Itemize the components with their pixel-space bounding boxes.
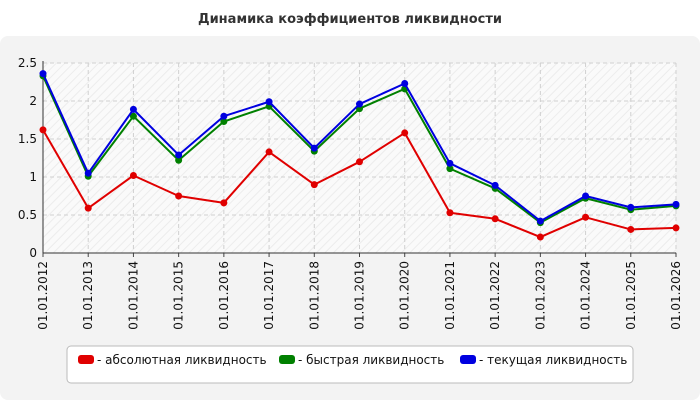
data-point: [627, 225, 635, 233]
data-point: [446, 159, 454, 167]
legend-swatch: [279, 355, 295, 364]
data-point: [175, 192, 183, 200]
x-tick-label: 01.01.2025: [624, 261, 638, 330]
data-point: [84, 169, 92, 177]
y-tick-label: 0.5: [18, 208, 37, 222]
data-point: [175, 151, 183, 159]
data-point: [220, 118, 228, 126]
data-point: [175, 156, 183, 164]
data-point: [356, 100, 363, 108]
y-tick-label: 0: [29, 246, 37, 260]
data-point: [265, 98, 273, 106]
legend-label: - быстрая ликвидность: [298, 353, 444, 367]
data-point: [39, 126, 47, 134]
legend-swatch: [78, 355, 94, 364]
data-point: [129, 112, 137, 120]
data-point: [446, 165, 454, 173]
x-tick-label: 01.01.2026: [669, 261, 683, 330]
x-tick-label: 01.01.2024: [579, 261, 593, 330]
x-tick-label: 01.01.2023: [533, 261, 547, 330]
x-tick-label: 01.01.2018: [307, 261, 321, 330]
x-tick-label: 01.01.2020: [398, 261, 412, 330]
x-tick-label: 01.01.2015: [172, 261, 186, 330]
x-tick-label: 01.01.2022: [488, 261, 502, 330]
data-point: [220, 112, 228, 120]
x-tick-label: 01.01.2021: [443, 261, 457, 330]
x-tick-label: 01.01.2014: [126, 261, 140, 330]
data-point: [401, 80, 409, 88]
x-tick-label: 01.01.2019: [353, 261, 367, 330]
data-point: [536, 233, 544, 241]
data-point: [582, 192, 590, 200]
data-point: [491, 215, 499, 223]
data-point: [356, 158, 363, 166]
data-point: [491, 181, 499, 189]
data-point: [446, 209, 454, 217]
chart-title: Динамика коэффициентов ликвидности: [198, 12, 502, 27]
legend-box: [66, 345, 634, 384]
data-point: [401, 129, 409, 137]
x-tick-label: 01.01.2012: [36, 261, 50, 330]
y-tick-label: 2: [29, 94, 37, 108]
data-point: [582, 213, 590, 221]
legend-label: - текущая ликвидность: [479, 353, 627, 367]
data-point: [627, 203, 635, 211]
x-tick-label: 01.01.2017: [262, 261, 276, 330]
x-tick-label: 01.01.2013: [81, 261, 95, 330]
y-tick-label: 1.5: [18, 132, 37, 146]
data-point: [265, 148, 273, 156]
data-point: [672, 224, 680, 232]
data-point: [310, 181, 318, 189]
data-point: [129, 171, 137, 179]
data-point: [129, 105, 137, 113]
data-point: [672, 200, 680, 208]
x-tick-label: 01.01.2016: [217, 261, 231, 330]
y-tick-label: 1: [29, 170, 37, 184]
data-point: [84, 204, 92, 212]
data-point: [39, 70, 47, 78]
y-tick-label: 2.5: [18, 56, 37, 70]
legend-label: - абсолютная ликвидность: [97, 353, 267, 367]
data-point: [220, 199, 228, 207]
data-point: [536, 217, 544, 225]
data-point: [310, 144, 318, 152]
legend-swatch: [460, 355, 476, 364]
